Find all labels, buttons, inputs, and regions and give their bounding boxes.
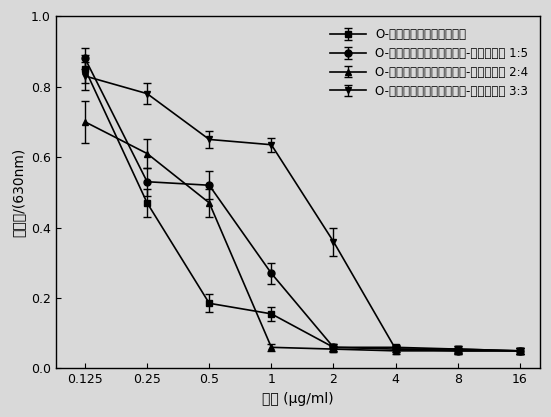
X-axis label: 浓度 (μg/ml): 浓度 (μg/ml) xyxy=(262,392,333,406)
Legend: O-罧甲基殼聚糖包裹纳米银, O-罧甲基殼聚糖包裹纳米银-氧化石墨烯 1:5, O-罧甲基殼聚糖包裹纳米银-氧化石墨烯 2:4, O-罧甲基殼聚糖包裹纳米银-氧: O-罧甲基殼聚糖包裹纳米银, O-罧甲基殼聚糖包裹纳米银-氧化石墨烯 1:5, … xyxy=(324,22,534,103)
Y-axis label: 光密度/(630nm): 光密度/(630nm) xyxy=(11,148,25,237)
